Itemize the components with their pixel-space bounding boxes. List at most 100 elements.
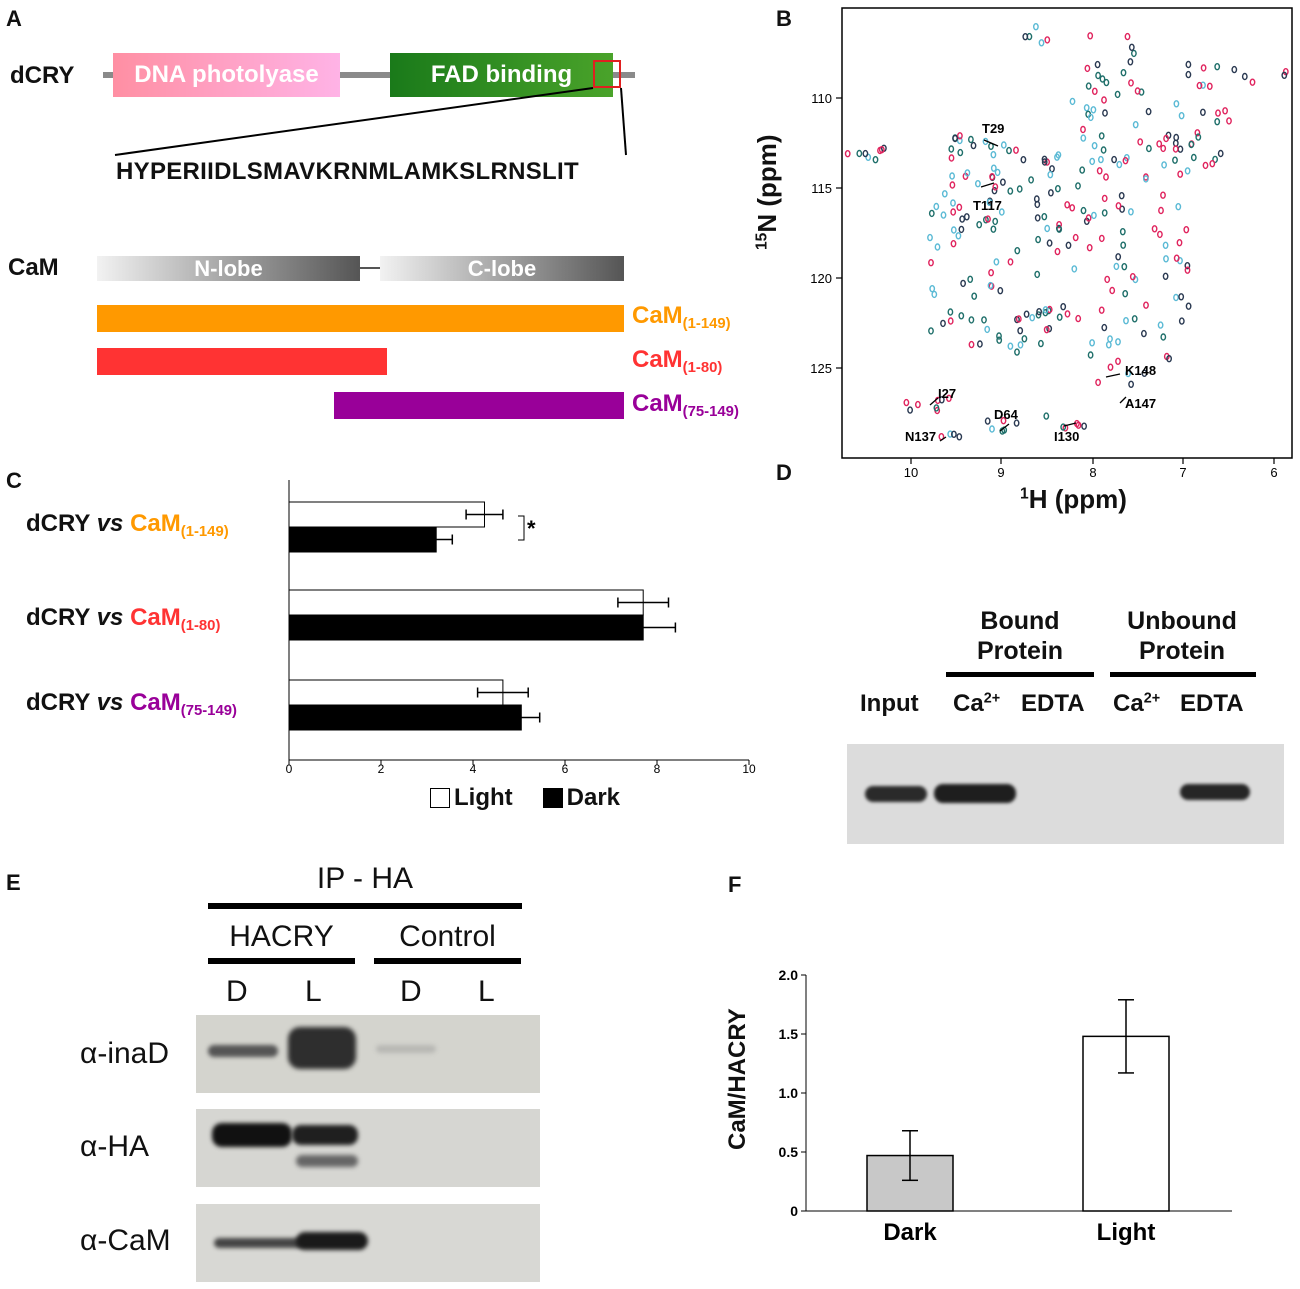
x-axis-label-sup: 1 [1020,485,1029,503]
nmr-peak [976,220,983,229]
nmr-peak [878,145,885,154]
nmr-peak [1013,146,1019,154]
nmr-peak [1104,275,1111,284]
nmr-peak [989,425,995,433]
bound-line1: Bound [980,607,1060,635]
nmr-peak [988,269,995,277]
ratio-bar-chart: 0 0.5 1.0 1.5 2.0 Dark Light [779,967,1232,1246]
nmr-peak [1047,189,1054,197]
nmr-peak [992,183,999,191]
nmr-peak [1007,258,1014,266]
nmr-peak [957,148,964,157]
nmr-peak [1128,79,1134,87]
nmr-peak [1111,155,1117,164]
nmr-peak [914,400,921,409]
nmr-peak [990,164,997,172]
nmr-peak [1069,97,1076,106]
lane-edta-unbound: EDTA [1180,690,1244,717]
nmr-peak [999,178,1006,186]
cam-blot [196,1204,540,1282]
nmr-peak [1080,125,1086,134]
nmr-peak [1199,108,1206,117]
f-tick-label: 1.5 [779,1026,799,1042]
lane-ca-unbound: Ca2+ [1113,690,1160,718]
nmr-peak [1160,144,1167,153]
nmr-peak [1107,335,1113,343]
nmr-peak [1125,369,1131,378]
category-cam: CaM [130,689,181,716]
peak-label-n137: N137 [905,429,936,444]
peak-label-t117: T117 [973,198,1002,213]
nmr-peak [907,406,914,414]
nmr-peak [1022,33,1029,41]
c-tick-label: 8 [654,762,661,776]
nmr-peak [1160,191,1166,199]
cam-1-80-name: CaM [632,346,683,373]
clobe-label: C-lobe [467,255,537,281]
nmr-peak [1034,214,1041,222]
nmr-peak [1172,145,1179,153]
lane-ca-bound: Ca2+ [953,690,1000,718]
category-vs: vs [96,510,124,537]
cam-75-149-label: CaM(75-149) [632,390,739,420]
nmr-peak [1172,156,1178,164]
nmr-peak [950,239,957,248]
category-range: (75-149) [180,703,237,720]
nmr-peak [1128,380,1134,388]
y-tick-label: 125 [810,361,832,376]
nmr-peak [1175,202,1182,211]
nmr-peak [1096,167,1103,175]
nmr-peak [976,340,983,348]
nmr-peak [1128,43,1135,51]
bar-light [288,589,644,616]
nmr-peak [952,134,959,143]
control-underline [374,958,521,964]
nmr-peak [1097,155,1104,164]
nmr-peak [1195,133,1202,141]
blot-band [934,784,1016,803]
nmr-peak [1140,329,1147,338]
nmr-peak [1231,65,1238,74]
nmr-peak [1064,310,1071,318]
nmr-peak [967,275,974,283]
nmr-peak [931,290,938,299]
nmr-peak [933,404,940,412]
c-bars [288,501,677,731]
nmr-peak [1090,106,1097,114]
hsqc-y-axis-label: 15N (ppm) [752,134,783,250]
nmr-peak [1132,120,1139,129]
nmr-peak [1115,253,1122,261]
nmr-peak [1032,23,1039,31]
panel-letter-a: A [6,6,22,31]
blot-row-label-inad: α-inaD [80,1037,170,1070]
nmr-peak [958,312,965,320]
nmr-peak [1115,202,1122,210]
nmr-peak [998,208,1005,216]
lane-d-control: D [400,975,422,1008]
nmr-peak [1080,206,1087,215]
nmr-peak [1083,104,1090,112]
nmr-peak [1047,170,1054,179]
blot-band [296,1155,358,1167]
nmr-peak [1209,159,1216,168]
c-tick-label: 0 [286,762,293,776]
f-tick-label: 0 [790,1203,798,1219]
unbound-line2: Protein [1138,637,1226,665]
nmr-peak [1000,417,1007,425]
nmr-peak [1116,160,1123,169]
nmr-peak [1130,49,1137,58]
nmr-peak [950,430,957,438]
cam-1-149-label: CaM(1-149) [632,302,731,332]
cam-75-149-range: (75-149) [682,404,739,421]
category-vs: vs [96,689,124,716]
nmr-peak [1043,412,1050,420]
y-tick-label: 110 [811,91,832,106]
x-tick-label: 10 [904,465,918,480]
nmr-peak [1098,234,1105,243]
nmr-peak [1202,161,1209,170]
nmr-peak [1037,339,1044,348]
nmr-peak [1163,134,1169,143]
nmr-peak [1087,32,1094,40]
nmr-peak [1028,176,1035,184]
c-tick-label: 10 [742,762,756,776]
